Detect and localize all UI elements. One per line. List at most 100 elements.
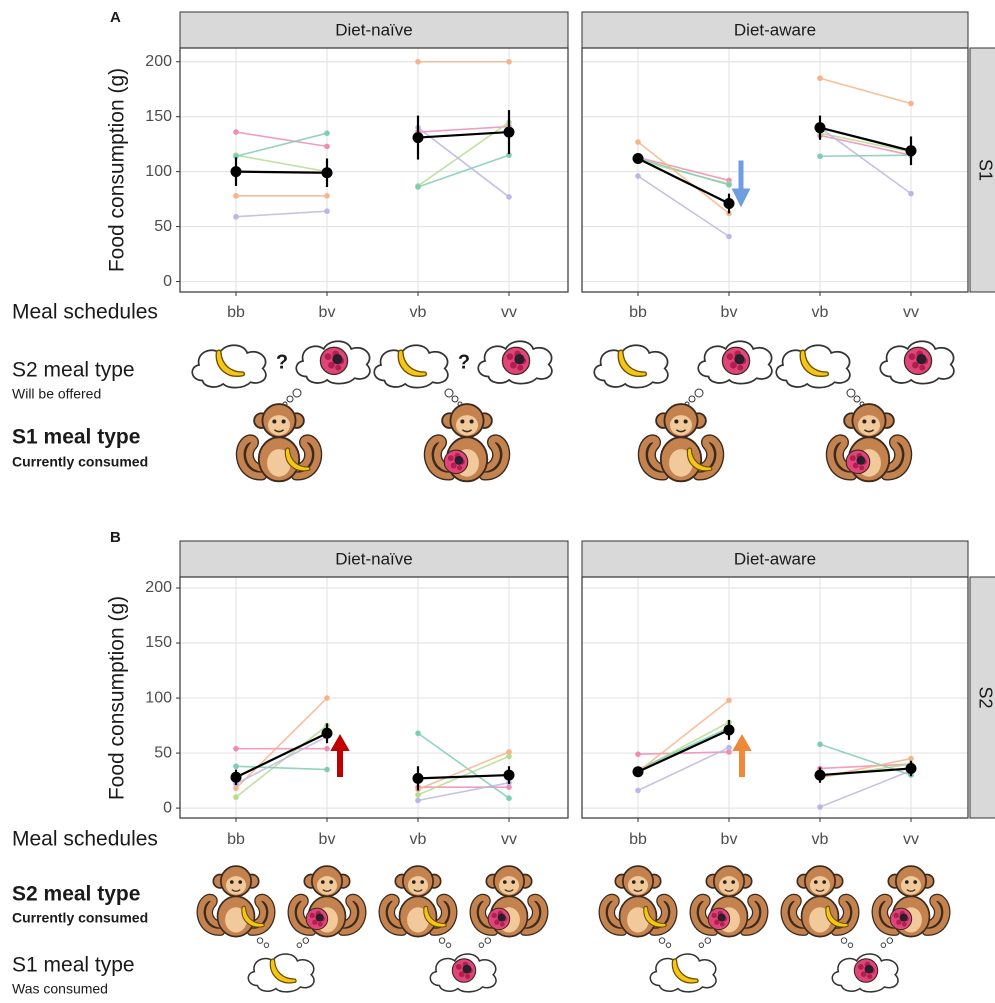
subject-point [817, 75, 823, 81]
plot-background [582, 48, 968, 292]
subject-line [820, 155, 911, 156]
mean-point [815, 122, 826, 133]
subject-point [635, 751, 641, 757]
subject-point [324, 746, 330, 752]
subject-point [324, 193, 330, 199]
y-tick-label: 150 [145, 108, 172, 125]
x-tick-label: vb [812, 304, 829, 321]
row-title: S1 meal type [12, 954, 135, 977]
subject-point [415, 59, 421, 65]
row-title: S2 meal type [12, 883, 140, 906]
mean-point [322, 167, 333, 178]
subject-point [817, 153, 823, 159]
facet-title: Diet-naïve [335, 549, 412, 568]
question-mark: ? [276, 351, 288, 373]
subject-point [726, 697, 732, 703]
illustration [383, 866, 454, 937]
subject-point [817, 804, 823, 810]
y-axis-title: Food consumption (g) [106, 596, 129, 800]
subject-point [506, 194, 512, 200]
y-tick-label: 50 [154, 744, 172, 761]
facet-title: Diet-aware [734, 20, 816, 39]
row-subtitle: Was consumed [12, 981, 108, 997]
mean-line [236, 172, 327, 173]
subject-point [324, 695, 330, 701]
x-tick-label: vv [903, 304, 919, 321]
panel-label: A [110, 9, 121, 26]
mean-point [906, 763, 917, 774]
illustration [650, 938, 716, 992]
subject-point [233, 763, 239, 769]
mean-point [633, 766, 644, 777]
y-tick-label: 200 [145, 53, 172, 70]
y-axis-title: Food consumption (g) [106, 68, 129, 272]
subject-point [635, 173, 641, 179]
mean-point [724, 724, 735, 735]
y-tick-label: 100 [145, 163, 172, 180]
illustration [785, 866, 856, 937]
subject-point [233, 193, 239, 199]
mean-point [906, 145, 917, 156]
subject-point [233, 794, 239, 800]
figure: A B Food consumption (g) Food consumptio… [0, 0, 995, 1003]
subject-point [635, 788, 641, 794]
mean-point [413, 773, 424, 784]
row-title: S2 meal type [12, 359, 135, 382]
illustration [430, 938, 496, 992]
mean-point [633, 153, 644, 164]
strip-label: S2 [975, 686, 995, 708]
x-tick-label: bb [227, 304, 245, 321]
subject-point [635, 139, 641, 145]
subject-point [324, 144, 330, 150]
illustration [832, 938, 898, 992]
y-tick-label: 50 [154, 218, 172, 235]
x-tick-label: vb [410, 831, 427, 848]
facet-title: Diet-naïve [335, 20, 412, 39]
illustration [474, 866, 545, 937]
row-subtitle: Currently consumed [12, 454, 148, 470]
subject-point [324, 130, 330, 136]
x-tick-label: bb [629, 304, 647, 321]
illustration [776, 341, 954, 481]
x-tick-label: bb [629, 831, 647, 848]
y-tick-label: 100 [145, 689, 172, 706]
illustration [248, 938, 314, 992]
x-tick-label: bv [721, 831, 738, 848]
subject-point [233, 129, 239, 135]
subject-point [415, 730, 421, 736]
y-tick-label: 0 [163, 799, 172, 816]
mean-point [504, 127, 515, 138]
subject-point [908, 756, 914, 762]
subject-point [817, 741, 823, 747]
x-tick-label: vb [410, 304, 427, 321]
subject-point [506, 59, 512, 65]
mean-point [322, 728, 333, 739]
subject-point [415, 792, 421, 798]
mean-point [231, 166, 242, 177]
subject-point [415, 798, 421, 804]
illustration [201, 866, 272, 937]
subject-point [324, 767, 330, 773]
subject-point [726, 182, 732, 188]
subject-point [908, 191, 914, 197]
question-mark: ? [458, 351, 470, 373]
x-tick-label: bv [721, 304, 738, 321]
strip-label: S1 [975, 159, 995, 181]
subject-point [908, 101, 914, 107]
illustration [694, 866, 765, 937]
y-tick-label: 0 [163, 273, 172, 290]
subject-point [726, 234, 732, 240]
facet-title: Diet-aware [734, 549, 816, 568]
illustration [876, 866, 947, 937]
row-title: S1 meal type [12, 426, 140, 449]
row-subtitle: Will be offered [12, 386, 101, 402]
subject-point [506, 749, 512, 755]
row-subtitle: Currently consumed [12, 910, 148, 926]
mean-point [815, 770, 826, 781]
x-tick-label: bb [227, 831, 245, 848]
x-tick-label: vv [501, 304, 517, 321]
mean-point [724, 198, 735, 209]
subject-point [233, 746, 239, 752]
illustration [594, 341, 772, 481]
subject-point [415, 184, 421, 190]
